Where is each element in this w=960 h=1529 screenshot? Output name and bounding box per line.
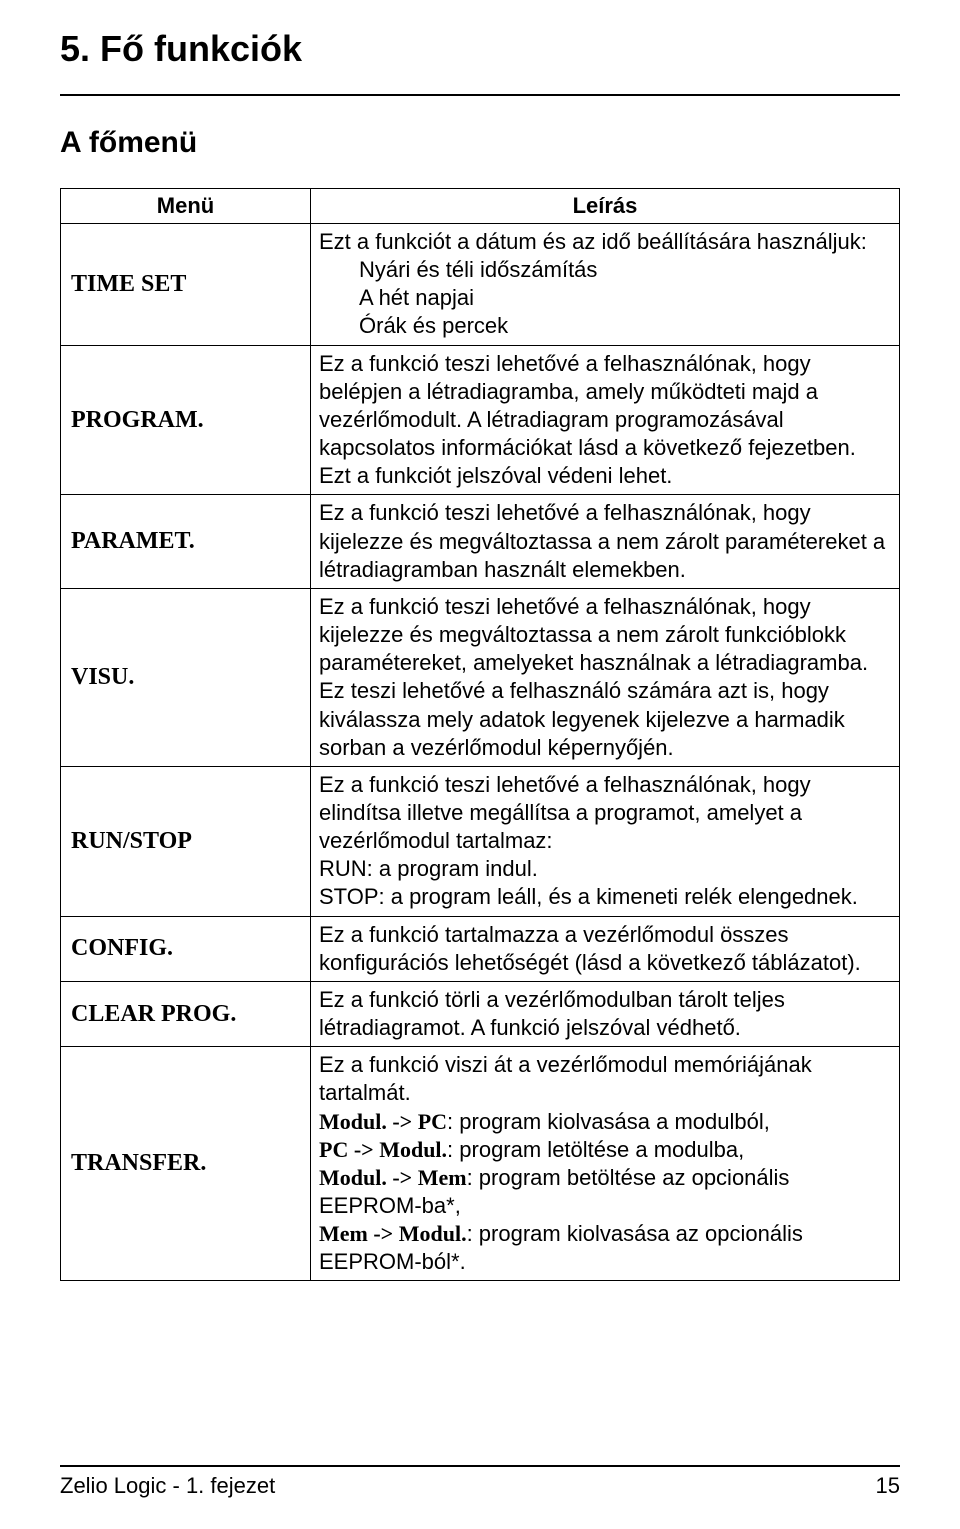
desc-text: : program letöltése a modulba, (447, 1137, 744, 1162)
desc-bold: Mem -> Modul. (319, 1221, 467, 1246)
table-header-row: Menü Leírás (61, 189, 900, 224)
document-page: 5. Fő funkciók A főmenü Menü Leírás TIME… (0, 0, 960, 1529)
table-row: CLEAR PROG. Ez a funkció törli a vezérlő… (61, 981, 900, 1046)
table-row: VISU. Ez a funkció teszi lehetővé a felh… (61, 588, 900, 766)
desc-line: Modul. -> PC: program kiolvasása a modul… (319, 1108, 891, 1136)
desc-text: Ez a funkció teszi lehetővé a felhasznál… (319, 771, 891, 855)
table-row: PARAMET. Ez a funkció teszi lehetővé a f… (61, 495, 900, 588)
desc-bold: Modul. -> Mem (319, 1165, 467, 1190)
desc-cell-program: Ez a funkció teszi lehetővé a felhasznál… (311, 345, 900, 495)
footer-row: Zelio Logic - 1. fejezet 15 (60, 1473, 900, 1499)
menu-cell-time-set: TIME SET (61, 224, 311, 346)
desc-text: : program kiolvasása a modulból, (447, 1109, 770, 1134)
header-menu: Menü (61, 189, 311, 224)
desc-subitem: A hét napjai (319, 284, 891, 312)
footer-left: Zelio Logic - 1. fejezet (60, 1473, 275, 1499)
page-footer: Zelio Logic - 1. fejezet 15 (60, 1465, 900, 1499)
menu-cell-runstop: RUN/STOP (61, 766, 311, 916)
functions-table: Menü Leírás TIME SET Ezt a funkciót a dá… (60, 188, 900, 1281)
desc-line: Mem -> Modul.: program kiolvasása az opc… (319, 1220, 891, 1276)
desc-bold: PC -> Modul. (319, 1137, 447, 1162)
desc-bold: Modul. -> PC (319, 1109, 447, 1134)
table-row: PROGRAM. Ez a funkció teszi lehetővé a f… (61, 345, 900, 495)
desc-text: STOP: a program leáll, és a kimeneti rel… (319, 883, 891, 911)
desc-text: Ezt a funkciót a dátum és az idő beállít… (319, 229, 867, 254)
footer-rule (60, 1465, 900, 1467)
menu-cell-program: PROGRAM. (61, 345, 311, 495)
desc-text: Ez a funkció viszi át a vezérlőmodul mem… (319, 1051, 891, 1107)
desc-cell-config: Ez a funkció tartalmazza a vezérlőmodul … (311, 916, 900, 981)
desc-line: PC -> Modul.: program letöltése a modulb… (319, 1136, 891, 1164)
table-row: CONFIG. Ez a funkció tartalmazza a vezér… (61, 916, 900, 981)
table-row: TRANSFER. Ez a funkció viszi át a vezérl… (61, 1047, 900, 1281)
desc-cell-visu: Ez a funkció teszi lehetővé a felhasznál… (311, 588, 900, 766)
table-row: RUN/STOP Ez a funkció teszi lehetővé a f… (61, 766, 900, 916)
header-desc: Leírás (311, 189, 900, 224)
subsection-heading: A főmenü (60, 126, 900, 160)
menu-cell-config: CONFIG. (61, 916, 311, 981)
desc-cell-runstop: Ez a funkció teszi lehetővé a felhasznál… (311, 766, 900, 916)
desc-subitem: Nyári és téli időszámítás (319, 256, 891, 284)
menu-cell-transfer: TRANSFER. (61, 1047, 311, 1281)
desc-text: RUN: a program indul. (319, 855, 891, 883)
section-heading: 5. Fő funkciók (60, 28, 900, 70)
desc-subitem: Órák és percek (319, 312, 891, 340)
desc-cell-paramet: Ez a funkció teszi lehetővé a felhasznál… (311, 495, 900, 588)
table-row: TIME SET Ezt a funkciót a dátum és az id… (61, 224, 900, 346)
menu-cell-clearprog: CLEAR PROG. (61, 981, 311, 1046)
desc-cell-clearprog: Ez a funkció törli a vezérlőmodulban tár… (311, 981, 900, 1046)
desc-line: Modul. -> Mem: program betöltése az opci… (319, 1164, 891, 1220)
desc-cell-time-set: Ezt a funkciót a dátum és az idő beállít… (311, 224, 900, 346)
footer-page-number: 15 (876, 1473, 900, 1499)
desc-cell-transfer: Ez a funkció viszi át a vezérlőmodul mem… (311, 1047, 900, 1281)
heading-rule (60, 94, 900, 96)
menu-cell-paramet: PARAMET. (61, 495, 311, 588)
menu-cell-visu: VISU. (61, 588, 311, 766)
